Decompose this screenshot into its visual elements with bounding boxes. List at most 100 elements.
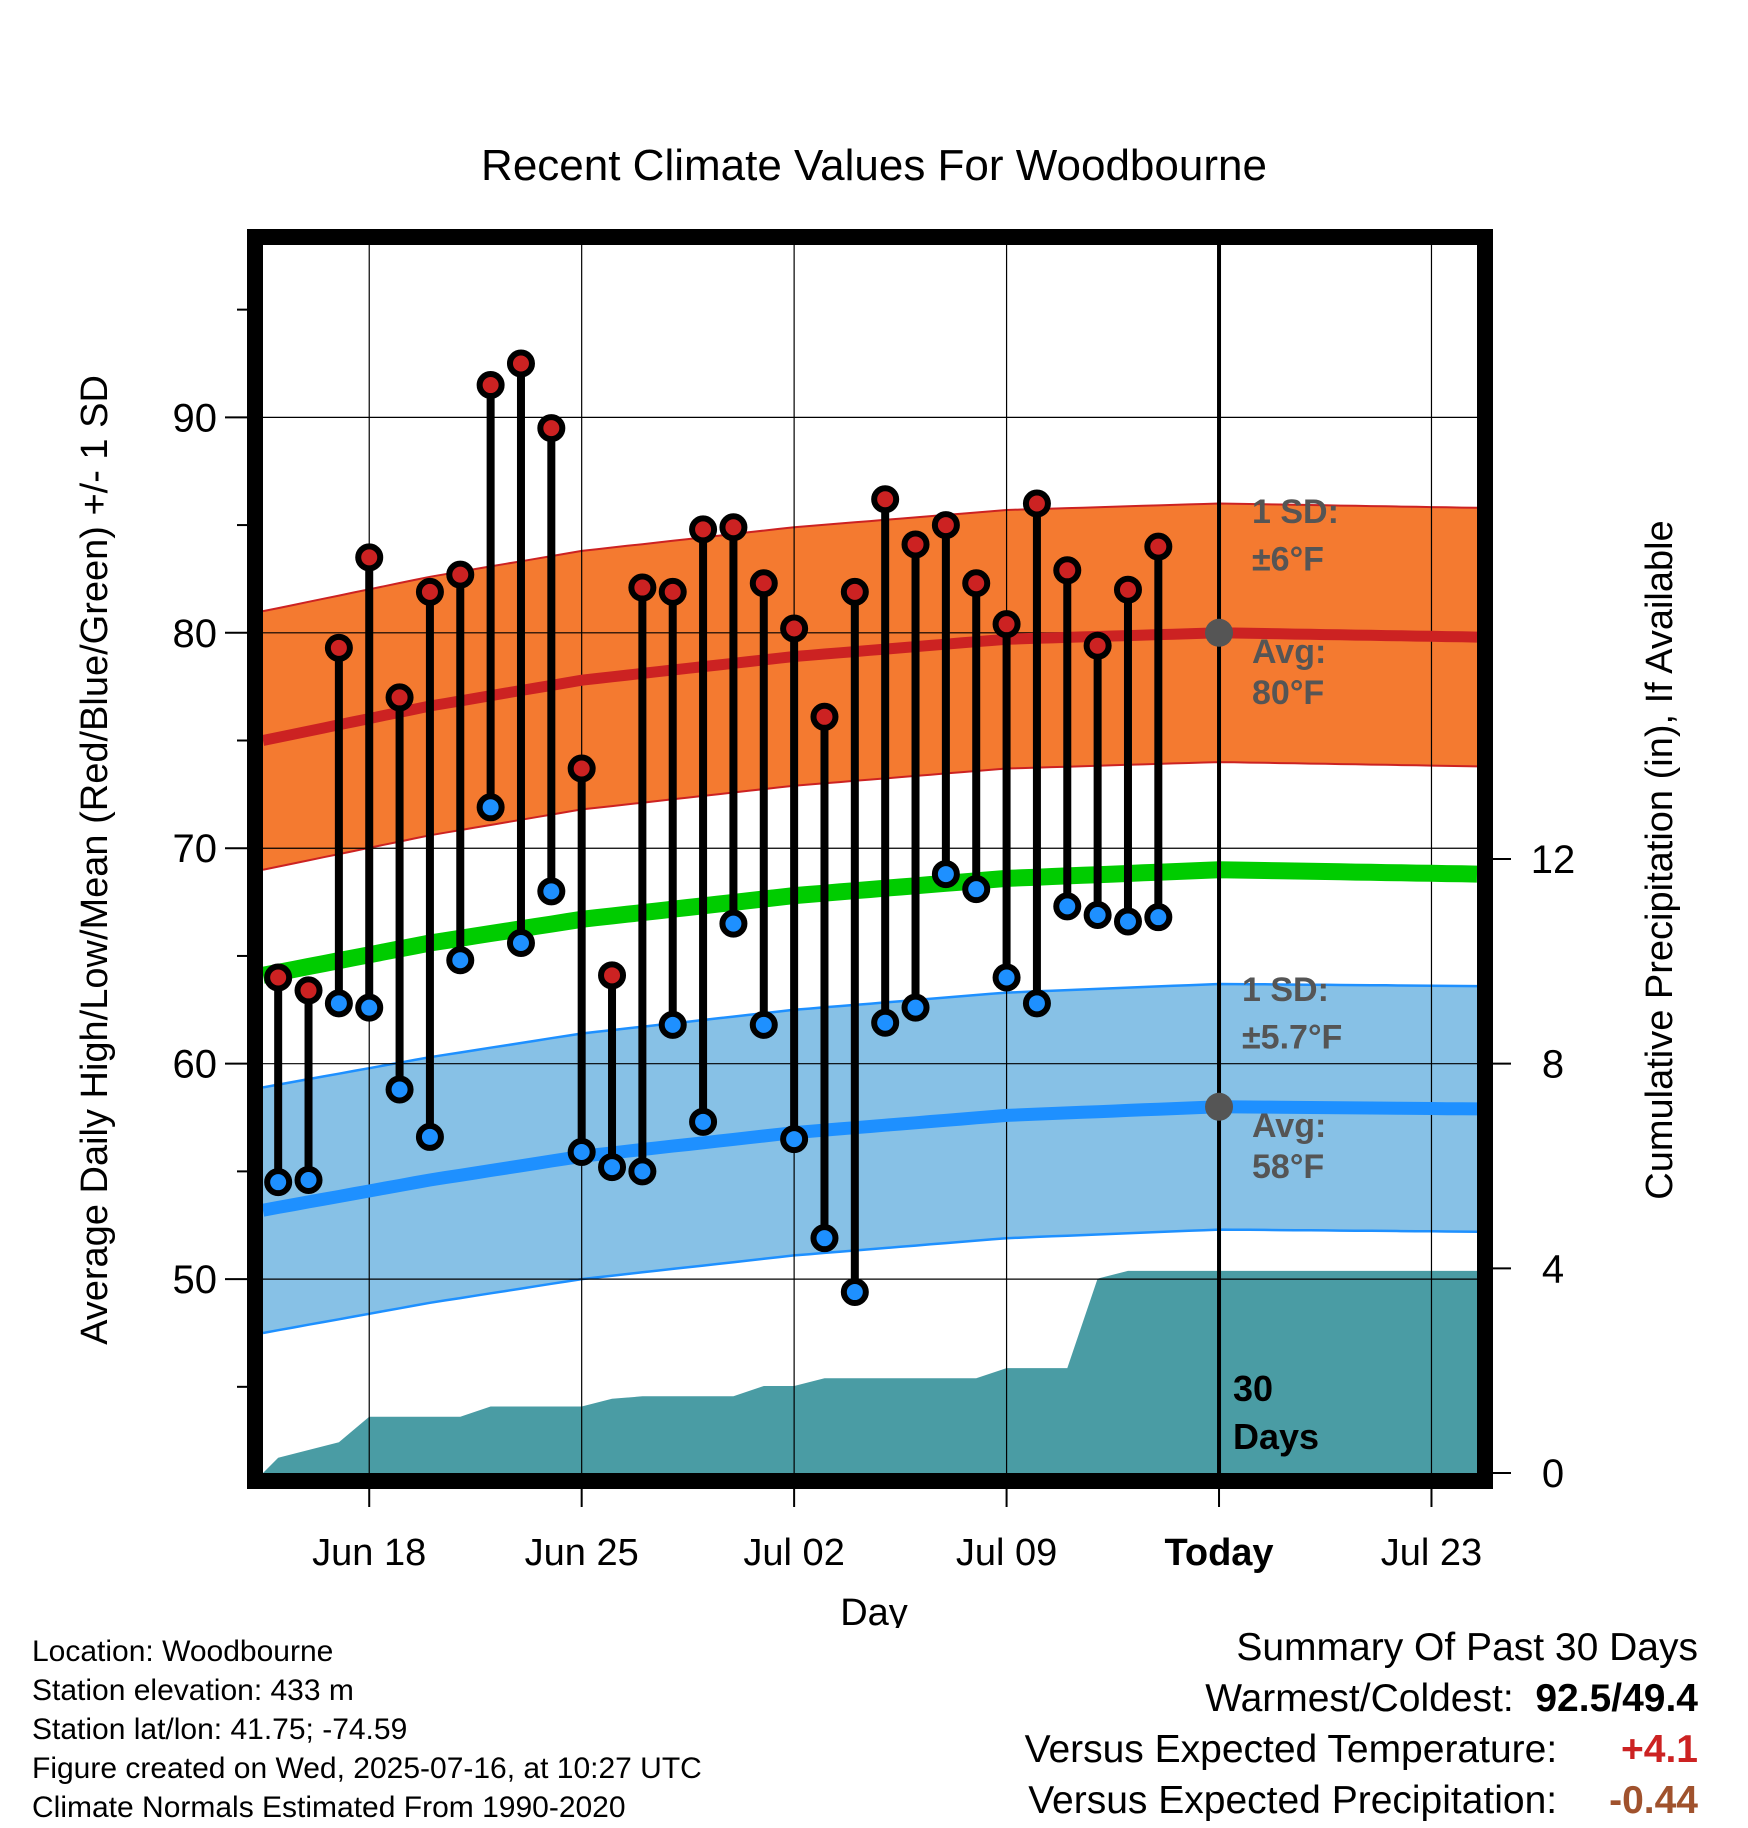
y-axis-label: Average Daily High/Low/Mean (Red/Blue/Gr… [74,375,116,1345]
daily-low-point [506,929,535,958]
latlon-text: Station lat/lon: 41.75; -74.59 [32,1713,408,1746]
low-band-lower [263,1228,1477,1335]
warm-cold-row: Warmest/Coldest: 92.5/49.4 [1025,1673,1698,1724]
climate-chart: Recent Climate Values For Woodbourne 1 S… [74,0,1681,1628]
daily-high-point [780,614,809,643]
daily-low-point [264,1168,293,1197]
daily-low-point [355,993,384,1022]
warm-cold-value: 92.5/49.4 [1535,1677,1698,1720]
daily-low-point [385,1075,414,1104]
daily-high-point [537,414,566,443]
y2-tick-label: 8 [1542,1043,1564,1087]
y2-tick-label: 12 [1531,838,1576,882]
daily-high-point [1113,575,1142,604]
precip-value: -0.44 [1609,1779,1698,1822]
y-tick-label: 60 [173,1043,218,1087]
temp-value: +4.1 [1621,1728,1698,1771]
station-info: Location: Woodbourne Station elevation: … [32,1632,702,1827]
daily-low-point [840,1278,869,1307]
daily-low-point [537,877,566,906]
x-tick-label: Jun 25 [525,1532,639,1574]
daily-low-point [719,909,748,938]
high-sd-value: ±6°F [1252,540,1324,578]
summary-heading: Summary Of Past 30 Days [1236,1626,1698,1669]
daily-low-point [1022,989,1051,1018]
daily-low-point [749,1010,778,1039]
x-tick-label-today: Today [1164,1532,1273,1574]
daily-high-point [385,683,414,712]
daily-high-point [506,349,535,378]
y-tick-label: 50 [173,1258,218,1302]
daily-high-point [810,702,839,731]
daily-low-point [992,963,1021,992]
summary-panel: Summary Of Past 30 Days Warmest/Coldest:… [1025,1622,1698,1826]
x-tick-label: Jul 23 [1381,1532,1482,1574]
daily-high-point [567,754,596,783]
daily-high-point [658,577,687,606]
daily-low-point [1083,901,1112,930]
daily-low-point [1144,903,1173,932]
daily-low-point [628,1157,657,1186]
y2-axis-label: Cumulative Precipitation (in), If Availa… [1639,520,1681,1199]
daily-high-point [1053,556,1082,585]
daily-high-point [840,577,869,606]
normals-text: Climate Normals Estimated From 1990-2020 [32,1791,626,1824]
daily-high-point [871,485,900,514]
daily-low-point [1053,892,1082,921]
low-avg-label: Avg: [1252,1107,1326,1145]
daily-low-point [446,946,475,975]
daily-high-point [992,610,1021,639]
high-band-lower [263,761,1477,871]
daily-low-point [415,1122,444,1151]
y2-tick-label: 4 [1542,1247,1564,1291]
daily-high-point [901,530,930,559]
daily-low-point [1178,0,1200,11]
daily-low-point [931,860,960,889]
x-axis-label: Day [840,1592,908,1628]
daily-low-point [780,1125,809,1154]
window-label-unit: Days [1233,1416,1319,1457]
precip-row: Versus Expected Precipitation: -0.44 [1025,1775,1698,1826]
x-tick-label: Jul 09 [956,1532,1057,1574]
daily-high-point [1144,532,1173,561]
daily-high-point [415,577,444,606]
low-sd-band [263,984,1477,1333]
daily-high-point [1178,0,1200,11]
low-sd-label: 1 SD: [1242,971,1329,1009]
high-sd-label: 1 SD: [1252,493,1339,531]
daily-low-point [294,1166,323,1195]
daily-low-point [901,993,930,1022]
high-sd-band [263,503,1477,870]
window-label-number: 30 [1233,1368,1273,1409]
daily-low-point [598,1153,627,1182]
high-avg-label: Avg: [1252,633,1326,671]
daily-high-point [476,371,505,400]
daily-high-point [628,573,657,602]
daily-high-point [598,961,627,990]
low-avg-line [263,1100,1477,1217]
daily-high-point [264,963,293,992]
warm-cold-label: Warmest/Coldest: [1205,1677,1514,1720]
y-tick-label: 90 [173,396,218,440]
daily-high-point [1022,489,1051,518]
high-avg-value: 80°F [1252,674,1324,712]
temp-label: Versus Expected Temperature: [1024,1728,1558,1771]
daily-low-point [962,875,991,904]
location-text: Location: Woodbourne [32,1635,334,1668]
daily-high-point [446,560,475,589]
precip-label: Versus Expected Precipitation: [1028,1779,1558,1822]
x-tick-label: Jul 02 [743,1532,844,1574]
temp-row: Versus Expected Temperature: +4.1 [1025,1724,1698,1775]
daily-high-point [962,569,991,598]
plot-frame [247,229,1493,1489]
daily-high-point [355,543,384,572]
daily-low-point [324,989,353,1018]
today-high-avg-marker [1205,618,1234,647]
daily-low-point [871,1008,900,1037]
created-text: Figure created on Wed, 2025-07-16, at 10… [32,1752,702,1785]
chart-title: Recent Climate Values For Woodbourne [481,141,1267,190]
y2-tick-label: 0 [1542,1452,1564,1496]
daily-high-point [749,569,778,598]
daily-high-point [719,513,748,542]
